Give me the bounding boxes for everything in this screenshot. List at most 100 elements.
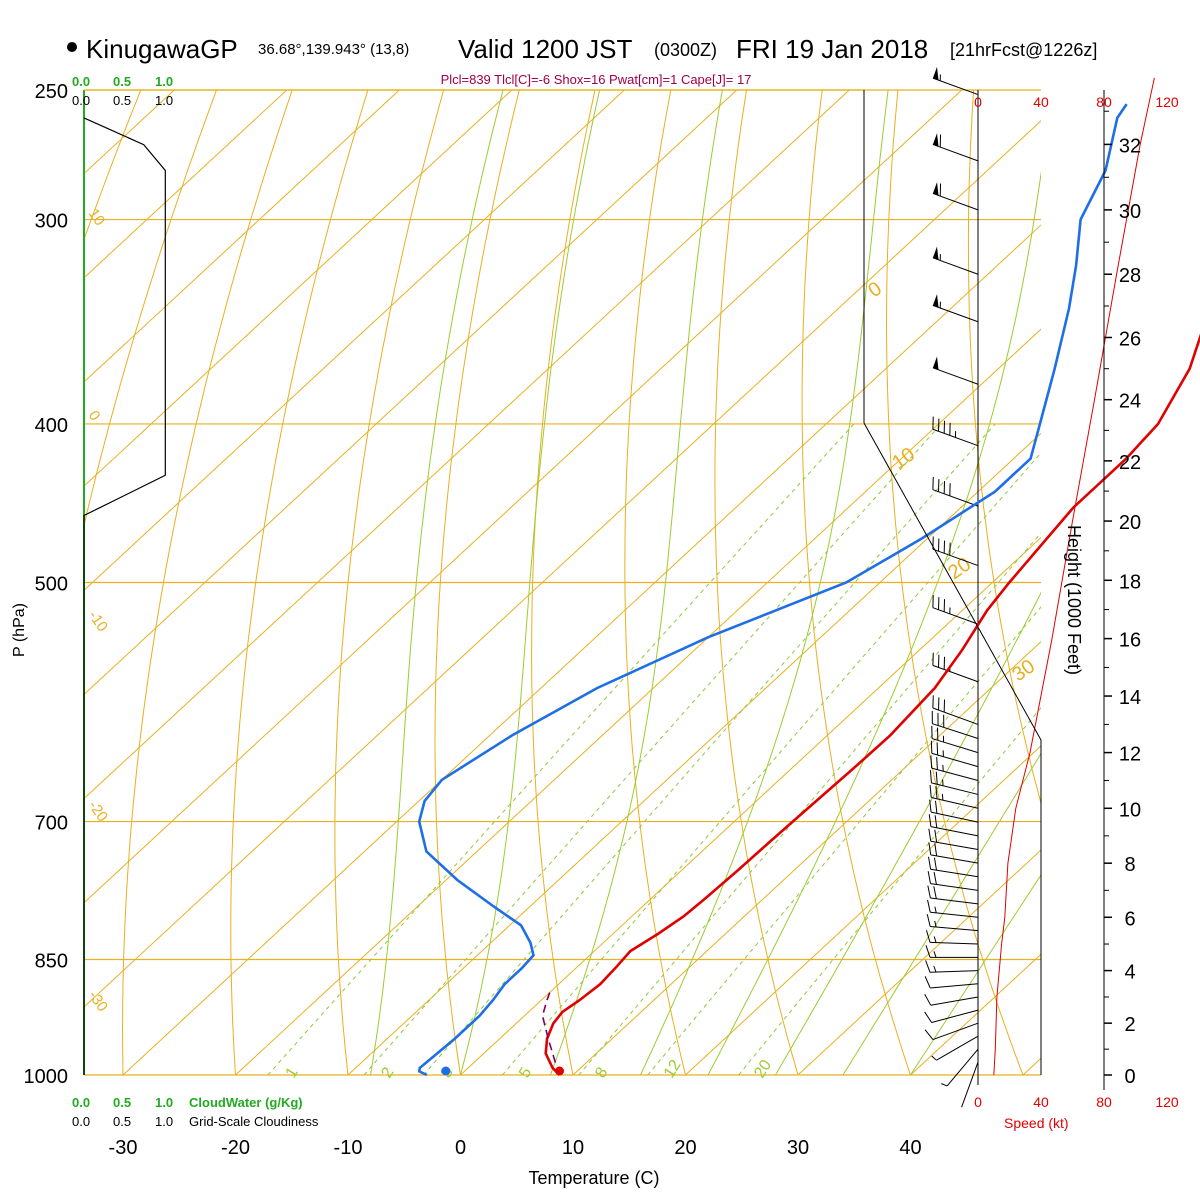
speed-bottom-tick-120: 120 xyxy=(1155,1094,1179,1110)
wind-barb-half xyxy=(934,906,937,913)
wind-barb-staff xyxy=(930,840,979,851)
wind-barb-half xyxy=(933,951,937,958)
x-tick-20: 20 xyxy=(674,1137,696,1159)
wind-barb-flag xyxy=(935,800,938,814)
wind-barb xyxy=(931,1035,979,1061)
wind-barb xyxy=(925,930,979,945)
surface-dewpoint-dot xyxy=(441,1066,451,1076)
height-tick-label-26: 26 xyxy=(1119,328,1141,350)
wind-barb-pennant xyxy=(932,133,939,147)
wind-barb-staff xyxy=(932,257,979,275)
wind-barb-flag xyxy=(934,815,938,828)
mixing-ratio-label-1: 1 xyxy=(283,1064,302,1081)
wind-barb xyxy=(928,828,979,851)
x-tick--30: -30 xyxy=(109,1137,138,1159)
wind-barb-flag xyxy=(927,899,931,913)
isobar-lines xyxy=(84,89,1041,1076)
wind-barb-flag xyxy=(933,857,938,871)
moist-adiabat-lines xyxy=(370,90,1041,1075)
wind-barb-flag xyxy=(935,771,938,785)
wind-barb-staff xyxy=(961,1061,979,1108)
wind-barb-staff xyxy=(932,664,979,683)
cloudiness-top-label-0: 0.0 xyxy=(72,93,90,108)
wind-barb-staff xyxy=(931,738,979,754)
wind-barbs xyxy=(924,66,979,1108)
wind-barb xyxy=(932,133,979,162)
wind-barb-flag xyxy=(933,886,937,899)
wind-barb-staff xyxy=(930,996,979,1006)
wind-barb-half xyxy=(941,1083,948,1087)
wind-barb-staff xyxy=(930,854,979,864)
x-axis-ticks: -30 -20 -10 0 10 20 30 40 xyxy=(109,1137,922,1159)
isotherm-label-0: 10 xyxy=(85,206,108,229)
wind-barb-staff xyxy=(946,1048,979,1087)
height-tick-label-18: 18 xyxy=(1119,571,1141,593)
wind-barb xyxy=(927,871,979,891)
isotherm-label-4: -30 xyxy=(85,988,111,1016)
pressure-tick-300: 300 xyxy=(35,211,68,233)
wind-barb xyxy=(927,885,979,905)
height-tick-label-4: 4 xyxy=(1124,962,1135,984)
mixing-ratio-8 xyxy=(578,532,1041,1075)
isotherm-label-1: 0 xyxy=(85,408,104,425)
isotherm-50 xyxy=(1022,1057,1041,1075)
height-tick-label-20: 20 xyxy=(1119,512,1141,534)
height-axis-label: Height (1000 Feet) xyxy=(1064,525,1084,675)
valid-time: Valid 1200 JST xyxy=(458,34,633,64)
wind-barb-staff xyxy=(931,767,979,782)
wind-barb xyxy=(927,899,979,918)
wind-barb-flag xyxy=(936,742,939,756)
wind-barb-flag xyxy=(927,871,931,884)
wind-barb-staff xyxy=(932,548,979,567)
wind-barb-staff xyxy=(930,811,979,823)
cloud-bottom-label-1: 1.0 xyxy=(155,1095,173,1110)
isotherm--100 xyxy=(84,90,400,383)
pressure-tick-250: 250 xyxy=(35,81,68,103)
wind-barb xyxy=(941,1048,979,1087)
wind-barb xyxy=(930,740,979,768)
wind-barb-staff xyxy=(932,428,979,447)
isotherm-label-3: -20 xyxy=(85,798,111,826)
series-temperature xyxy=(544,333,1200,1076)
wind-barb-staff xyxy=(931,752,979,768)
dry-adiabat--40 xyxy=(84,90,217,528)
station-dot xyxy=(67,42,77,52)
mixing-ratio-label-8: 8 xyxy=(592,1064,611,1081)
wind-barb xyxy=(961,1061,979,1108)
surface-temperature-dot xyxy=(555,1066,564,1076)
moist-adiabat-22 xyxy=(707,170,1041,1075)
isotherm-60 xyxy=(1136,90,1200,1075)
moist-adiabat-28 xyxy=(775,591,1041,1075)
isotherm--110 xyxy=(84,90,288,279)
x-tick-0: 0 xyxy=(455,1137,466,1159)
wind-barb-staff xyxy=(930,868,979,878)
height-tick-label-16: 16 xyxy=(1119,630,1141,652)
cloud-top-label-05: 0.5 xyxy=(113,74,131,89)
height-tick-label-12: 12 xyxy=(1119,744,1141,766)
dry-adiabat-40 xyxy=(801,90,911,1075)
forecast-run: [21hrFcst@1226z] xyxy=(950,40,1097,60)
wind-barb xyxy=(925,960,979,973)
wind-barb-half xyxy=(933,965,937,973)
moist-adiabat-8 xyxy=(550,90,723,1075)
dry-adiabat-0 xyxy=(434,90,520,1075)
wind-barb-flag xyxy=(928,814,932,827)
series-dewpoint xyxy=(417,103,1128,1077)
wind-barb-flag xyxy=(930,755,933,769)
pressure-tick-700: 700 xyxy=(35,813,68,835)
height-tick-label-6: 6 xyxy=(1124,908,1135,930)
x-tick-30: 30 xyxy=(787,1137,809,1159)
speed-axis-ticks: 0 40 80 1200 40 80 120 xyxy=(974,94,1179,1110)
pressure-tick-850: 850 xyxy=(35,951,68,973)
wind-barb xyxy=(926,914,979,932)
wind-barb-flag xyxy=(925,960,931,973)
wind-barb-flag xyxy=(924,993,932,1006)
x-axis-label: Temperature (C) xyxy=(528,1168,659,1188)
wind-barb xyxy=(932,356,979,385)
wind-barb xyxy=(929,799,979,823)
wind-barb-staff xyxy=(932,304,979,323)
moist-adiabat-34 xyxy=(842,752,1041,1075)
wind-barb-flag xyxy=(924,976,931,989)
wind-barb-flag xyxy=(928,828,932,842)
wind-barb-flag xyxy=(925,945,931,958)
